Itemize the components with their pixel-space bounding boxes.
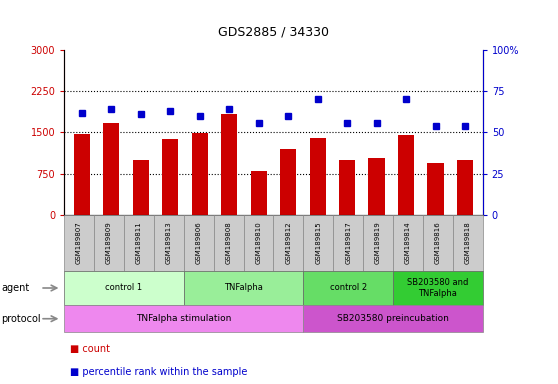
Bar [339,160,355,215]
Text: GSM189815: GSM189815 [315,222,321,264]
Text: SB203580 preincubation: SB203580 preincubation [337,314,449,323]
Text: agent: agent [1,283,30,293]
Text: GSM189811: GSM189811 [136,222,142,264]
Bar [398,135,414,215]
Bar [191,133,208,215]
Bar [162,139,179,215]
Text: TNFalpha stimulation: TNFalpha stimulation [136,314,232,323]
Bar [427,163,444,215]
Text: GSM189810: GSM189810 [256,222,262,264]
Text: GSM189819: GSM189819 [375,222,381,264]
Text: SB203580 and
TNFalpha: SB203580 and TNFalpha [407,278,469,298]
Text: GSM189818: GSM189818 [465,222,471,264]
Bar [133,160,149,215]
Text: GSM189812: GSM189812 [285,222,291,264]
Bar [457,160,473,215]
Bar [368,158,384,215]
Text: GSM189807: GSM189807 [76,222,82,264]
Bar [280,149,296,215]
Text: GDS2885 / 34330: GDS2885 / 34330 [218,25,329,38]
Bar [310,138,326,215]
Text: ■ percentile rank within the sample: ■ percentile rank within the sample [70,367,247,377]
Text: protocol: protocol [1,314,41,324]
Bar [103,122,119,215]
Text: control 1: control 1 [105,283,142,293]
Text: TNFalpha: TNFalpha [224,283,263,293]
Text: GSM189813: GSM189813 [166,222,172,264]
Text: ■ count: ■ count [70,344,110,354]
Text: control 2: control 2 [330,283,367,293]
Text: GSM189809: GSM189809 [106,222,112,264]
Text: GSM189817: GSM189817 [345,222,351,264]
Bar [221,114,237,215]
Bar [251,171,267,215]
Text: GSM189816: GSM189816 [435,222,441,264]
Bar [74,134,90,215]
Text: GSM189806: GSM189806 [196,222,201,264]
Text: GSM189808: GSM189808 [225,222,232,264]
Text: GSM189814: GSM189814 [405,222,411,264]
